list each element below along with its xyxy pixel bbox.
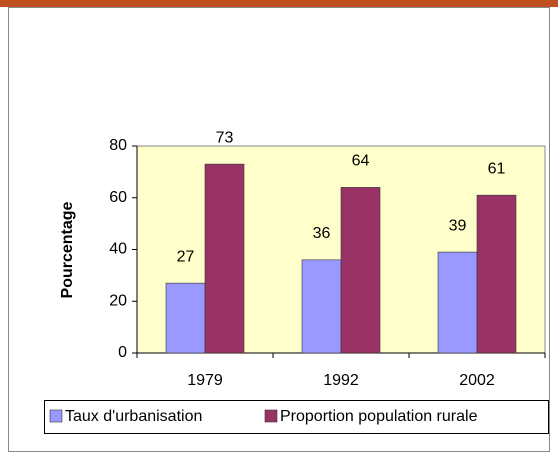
bar: [437, 251, 478, 354]
data-label: 64: [352, 153, 370, 170]
legend-label: Taux d'urbanisation: [65, 408, 202, 425]
y-tick-label: 80: [109, 137, 127, 154]
data-label: 73: [216, 129, 234, 146]
data-label: 36: [313, 225, 331, 242]
bar: [301, 259, 342, 354]
bar: [165, 282, 206, 354]
data-label: 61: [488, 160, 506, 177]
y-axis-label: Pourcentage: [59, 201, 76, 298]
bar: [476, 194, 517, 354]
x-tick-label: 1992: [323, 372, 359, 389]
legend-box: [44, 400, 549, 434]
y-tick-label: 0: [118, 344, 127, 361]
legend-swatch: [264, 409, 278, 423]
chart-frame: [8, 7, 550, 452]
bar: [204, 163, 245, 354]
y-tick-label: 20: [109, 292, 127, 309]
x-tick-label: 1979: [187, 372, 223, 389]
data-label: 27: [177, 248, 195, 265]
legend-label: Proportion population rurale: [280, 408, 478, 425]
x-tick-label: 2002: [459, 372, 495, 389]
bar: [340, 187, 381, 354]
data-label: 39: [449, 217, 467, 234]
y-tick-label: 60: [109, 189, 127, 206]
legend-swatch: [49, 409, 63, 423]
y-tick-label: 40: [109, 241, 127, 258]
top-band: [0, 0, 558, 7]
